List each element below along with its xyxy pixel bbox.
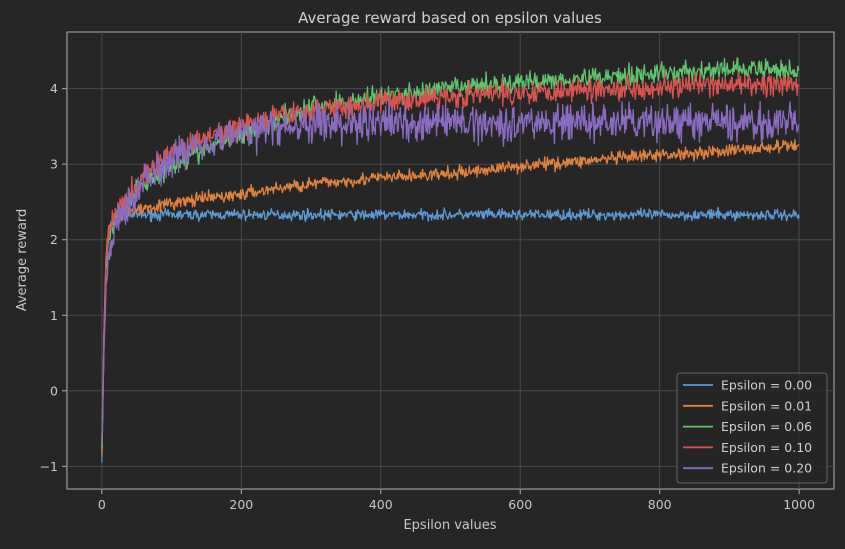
series-line-1 [101, 139, 800, 456]
x-tick-label: 400 [369, 497, 393, 512]
y-axis-ticks: −1 0 1 2 3 4 [40, 81, 67, 474]
x-tick-label: 1000 [783, 497, 815, 512]
x-tick-label: 600 [508, 497, 532, 512]
y-tick-label: 3 [50, 157, 58, 172]
legend-label: Epsilon = 0.01 [721, 398, 812, 413]
series-lines [101, 57, 800, 463]
y-axis-label: Average reward [15, 209, 30, 312]
y-tick-label: 4 [50, 81, 58, 96]
series-line-2 [101, 57, 800, 448]
x-tick-label: 0 [98, 497, 106, 512]
series-line-4 [101, 100, 800, 444]
x-axis-ticks: 0 200 400 600 800 1000 [98, 489, 815, 512]
legend-label: Epsilon = 0.00 [721, 378, 812, 393]
y-tick-label: 2 [50, 232, 58, 247]
legend-box [676, 372, 828, 484]
y-tick-label: −1 [40, 459, 58, 474]
x-tick-label: 200 [229, 497, 253, 512]
legend: Epsilon = 0.00 Epsilon = 0.01 Epsilon = 0.… [676, 372, 828, 484]
legend-label: Epsilon = 0.20 [721, 461, 812, 476]
chart-title: Average reward based on epsilon values [298, 9, 602, 27]
legend-label: Epsilon = 0.10 [721, 440, 812, 455]
y-tick-label: 0 [50, 383, 58, 398]
y-tick-label: 1 [50, 308, 58, 323]
series-line-0 [101, 206, 800, 463]
x-tick-label: 800 [648, 497, 672, 512]
gridlines [67, 32, 834, 489]
x-axis-label: Epsilon values [403, 518, 496, 533]
legend-label: Epsilon = 0.06 [721, 419, 812, 434]
